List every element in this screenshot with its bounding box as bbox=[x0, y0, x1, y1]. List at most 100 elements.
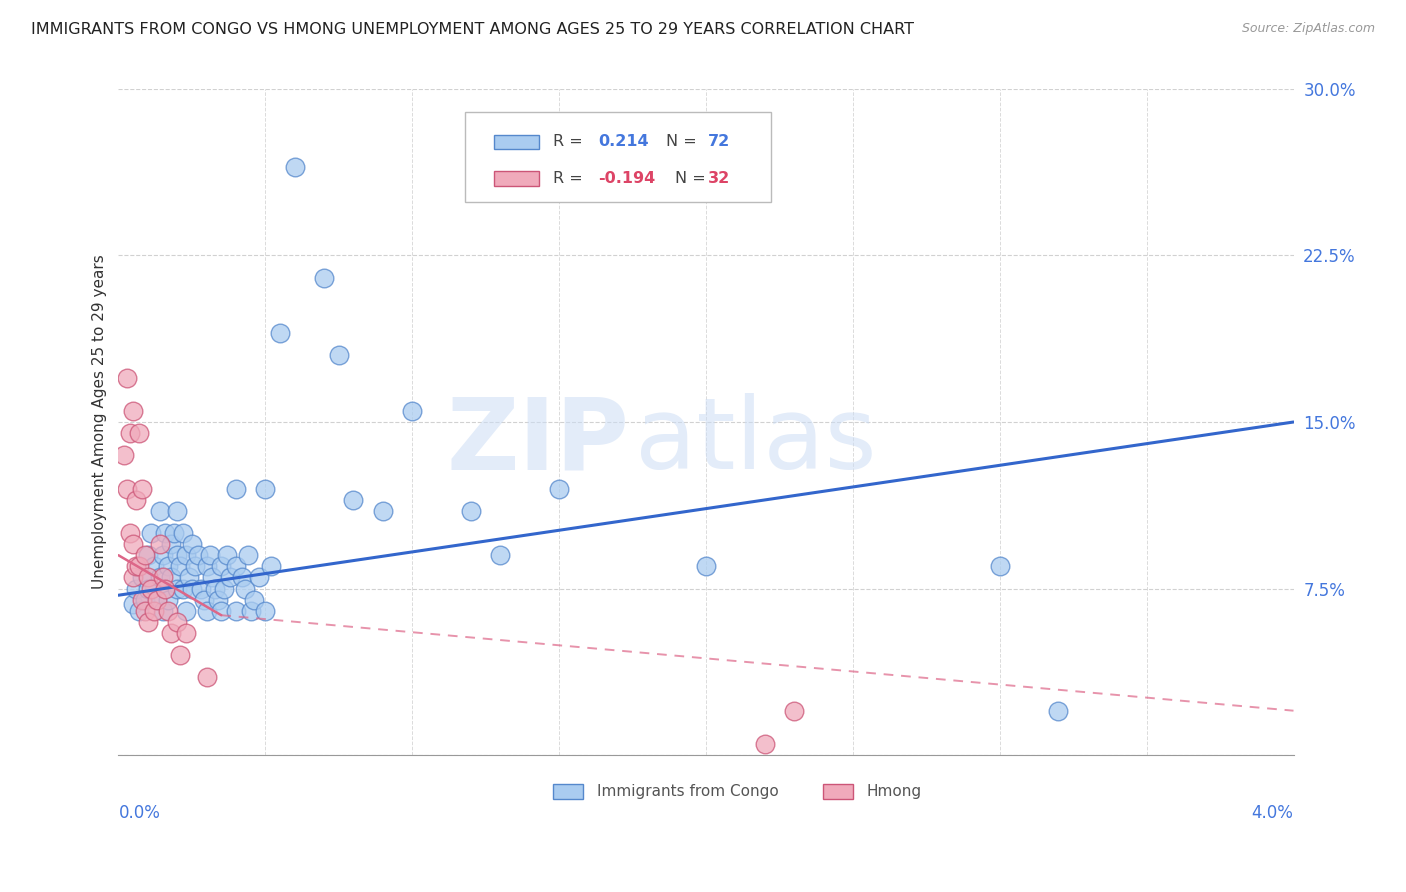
Text: 0.214: 0.214 bbox=[598, 135, 648, 149]
Point bbox=[169, 648, 191, 663]
Point bbox=[209, 604, 232, 618]
Y-axis label: Unemployment Among Ages 25 to 29 years: Unemployment Among Ages 25 to 29 years bbox=[93, 254, 107, 590]
Point bbox=[225, 604, 247, 618]
Point bbox=[198, 548, 221, 562]
Point bbox=[284, 160, 307, 174]
Point bbox=[125, 582, 148, 596]
Point bbox=[184, 559, 207, 574]
Point bbox=[225, 559, 247, 574]
Point bbox=[401, 404, 423, 418]
Point bbox=[142, 604, 165, 618]
Point bbox=[195, 559, 218, 574]
Point bbox=[125, 559, 148, 574]
Point bbox=[212, 582, 235, 596]
Point bbox=[117, 482, 139, 496]
Point bbox=[134, 604, 156, 618]
Point bbox=[249, 570, 271, 584]
Text: 4.0%: 4.0% bbox=[1251, 804, 1294, 822]
Point bbox=[254, 604, 277, 618]
Text: Source: ZipAtlas.com: Source: ZipAtlas.com bbox=[1241, 22, 1375, 36]
Point bbox=[187, 548, 209, 562]
Point bbox=[152, 548, 174, 562]
Point bbox=[174, 604, 197, 618]
Point bbox=[128, 559, 150, 574]
Point bbox=[190, 582, 212, 596]
Point bbox=[145, 592, 167, 607]
Point bbox=[136, 548, 159, 562]
Point bbox=[193, 592, 215, 607]
Point bbox=[160, 626, 183, 640]
Point bbox=[269, 326, 291, 341]
Point bbox=[233, 582, 256, 596]
Point bbox=[166, 582, 188, 596]
Point bbox=[142, 559, 165, 574]
Point bbox=[112, 448, 135, 462]
Point bbox=[131, 570, 153, 584]
Point bbox=[180, 537, 202, 551]
Point bbox=[195, 670, 218, 684]
Point bbox=[236, 548, 259, 562]
Point bbox=[371, 504, 394, 518]
Point bbox=[695, 559, 717, 574]
Point bbox=[172, 582, 194, 596]
Text: IMMIGRANTS FROM CONGO VS HMONG UNEMPLOYMENT AMONG AGES 25 TO 29 YEARS CORRELATIO: IMMIGRANTS FROM CONGO VS HMONG UNEMPLOYM… bbox=[31, 22, 914, 37]
Point bbox=[489, 548, 512, 562]
Point bbox=[152, 570, 174, 584]
Point bbox=[180, 582, 202, 596]
Point bbox=[145, 592, 167, 607]
Point bbox=[131, 592, 153, 607]
Point bbox=[174, 626, 197, 640]
Point bbox=[148, 570, 170, 584]
FancyBboxPatch shape bbox=[465, 112, 770, 202]
Point bbox=[125, 492, 148, 507]
FancyBboxPatch shape bbox=[495, 135, 538, 149]
Point bbox=[754, 737, 776, 751]
Point bbox=[342, 492, 364, 507]
Point bbox=[157, 604, 180, 618]
Point bbox=[460, 504, 482, 518]
Text: 32: 32 bbox=[709, 171, 731, 186]
Text: -0.194: -0.194 bbox=[598, 171, 655, 186]
Point bbox=[120, 526, 142, 541]
Point bbox=[988, 559, 1011, 574]
Point bbox=[122, 404, 145, 418]
FancyBboxPatch shape bbox=[495, 171, 538, 186]
Point bbox=[548, 482, 571, 496]
Point bbox=[242, 592, 264, 607]
Point bbox=[328, 348, 350, 362]
Point bbox=[122, 570, 145, 584]
Point bbox=[166, 548, 188, 562]
Point bbox=[134, 548, 156, 562]
Point bbox=[225, 482, 247, 496]
Point bbox=[166, 615, 188, 629]
Point bbox=[209, 559, 232, 574]
Point bbox=[155, 582, 177, 596]
Point bbox=[128, 604, 150, 618]
Point bbox=[155, 526, 177, 541]
Point bbox=[160, 537, 183, 551]
Point bbox=[254, 482, 277, 496]
Point bbox=[177, 570, 200, 584]
Point bbox=[120, 426, 142, 441]
Point bbox=[166, 504, 188, 518]
Point bbox=[152, 604, 174, 618]
Text: Immigrants from Congo: Immigrants from Congo bbox=[596, 784, 779, 799]
FancyBboxPatch shape bbox=[824, 784, 853, 799]
Point bbox=[204, 582, 226, 596]
Point bbox=[219, 570, 242, 584]
Point bbox=[122, 537, 145, 551]
Text: R =: R = bbox=[553, 135, 588, 149]
Point bbox=[312, 270, 335, 285]
Text: 0.0%: 0.0% bbox=[118, 804, 160, 822]
Point bbox=[148, 537, 170, 551]
Point bbox=[783, 704, 806, 718]
Point bbox=[148, 504, 170, 518]
Text: Hmong: Hmong bbox=[868, 784, 922, 799]
Point bbox=[122, 597, 145, 611]
Point bbox=[260, 559, 283, 574]
Point bbox=[195, 604, 218, 618]
Point bbox=[207, 592, 229, 607]
Point bbox=[136, 615, 159, 629]
FancyBboxPatch shape bbox=[553, 784, 582, 799]
Point bbox=[231, 570, 253, 584]
